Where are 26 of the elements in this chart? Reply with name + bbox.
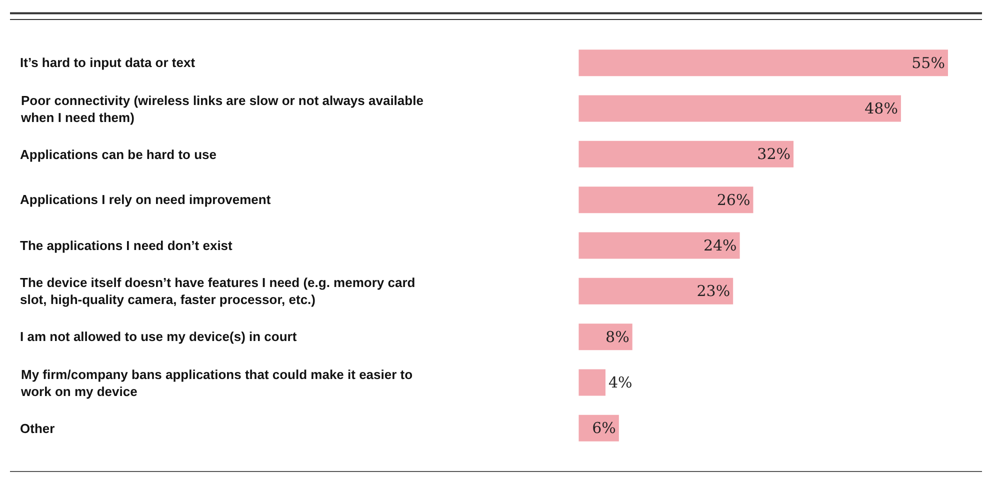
bar bbox=[578, 232, 740, 259]
y-tick-label: Applications can be hard to use bbox=[20, 147, 216, 162]
bar bbox=[578, 140, 794, 168]
data-label: 4% bbox=[608, 374, 632, 392]
bar bbox=[578, 95, 901, 122]
bar bbox=[578, 369, 606, 396]
y-tick-label: Other bbox=[20, 421, 55, 436]
bar bbox=[578, 186, 754, 214]
y-tick-label: It’s hard to input data or text bbox=[20, 55, 196, 70]
data-label: 23% bbox=[696, 282, 730, 300]
bar bbox=[578, 324, 632, 350]
bar bbox=[578, 50, 948, 76]
y-tick-label: I am not allowed to use my device(s) in court bbox=[20, 329, 298, 344]
data-label: 26% bbox=[716, 190, 750, 209]
data-label: 6% bbox=[592, 419, 616, 438]
y-tick-label: The applications I need don’t exist bbox=[20, 238, 234, 253]
bar bbox=[578, 278, 734, 304]
data-label: 8% bbox=[606, 328, 630, 346]
y-tick-label: Applications I rely on need improvement bbox=[20, 192, 272, 207]
data-label: 24% bbox=[703, 236, 737, 254]
y-tick-label: My firm/company bans applications that could make it easier to work on my device bbox=[20, 367, 413, 399]
data-label: 32% bbox=[757, 145, 791, 164]
y-tick-label: The device itself doesn’t have features I need (e.g. memory card slot, high-quality camera, faster processor, etc.) bbox=[20, 275, 416, 307]
data-label: 55% bbox=[912, 54, 945, 72]
y-tick-label: Poor connectivity (wireless links are slow or not always available when I need them) bbox=[20, 93, 424, 125]
data-label: 48% bbox=[864, 100, 898, 118]
